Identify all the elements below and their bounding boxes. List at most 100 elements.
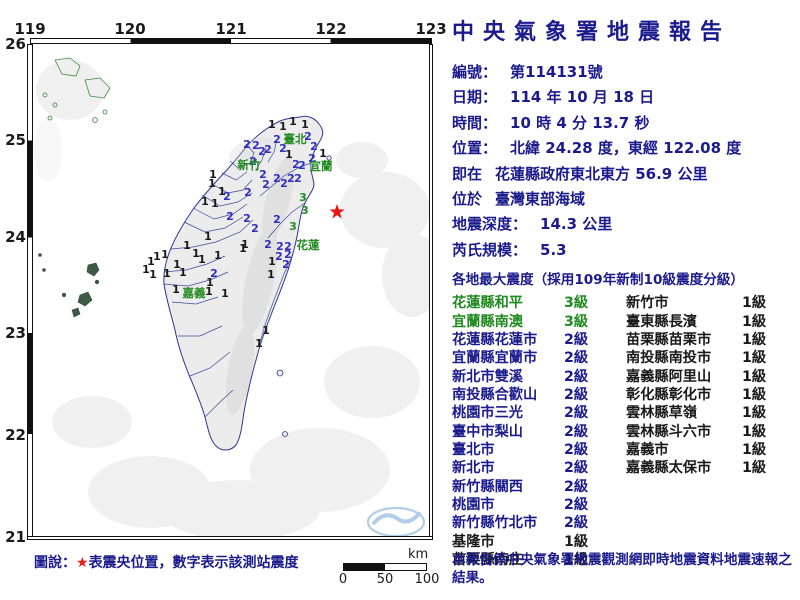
info-label: 即在 (452, 164, 483, 183)
info-line: 位於 臺灣東部海域 (452, 187, 800, 212)
epicenter-star-icon: ★ (76, 555, 89, 571)
scale-labels: 0 50 100 (339, 572, 440, 588)
station-intensity-left: 2級 (564, 442, 589, 458)
map-frame-right (429, 44, 433, 538)
station-name-left: 桃園市三光 (452, 405, 523, 422)
map-intensity-number: 1 (192, 247, 200, 260)
station-name-right (626, 478, 742, 496)
map-intensity-number: 1 (206, 276, 214, 289)
info-label: 位置： (452, 139, 498, 158)
lon-tick-120: 120 (114, 20, 146, 38)
station-name-left: 新竹縣關西 (452, 478, 523, 495)
info-label: 地震深度： (452, 215, 528, 234)
epicenter-star-marker (329, 204, 345, 219)
station-intensity-left: 2級 (564, 460, 589, 477)
map-intensity-number: 3 (301, 204, 309, 217)
map-intensity-number: 2 (284, 240, 292, 253)
station-name-left: 基隆市 (452, 533, 495, 550)
info-line: 芮氏規模： 5.3 (452, 238, 800, 263)
map-intensity-number: 1 (209, 168, 217, 181)
map-intensity-number: 1 (268, 255, 276, 268)
station-intensity-left: 3級 (564, 313, 589, 330)
lon-tick-121: 121 (215, 20, 247, 38)
info-label: 時間： (452, 113, 498, 132)
lon-tick-122: 122 (315, 20, 347, 38)
map-intensity-number: 2 (280, 177, 288, 190)
station-name-right: 嘉義縣阿里山 (626, 368, 712, 385)
info-value: 第114131號 (510, 63, 603, 81)
station-intensity-right (742, 478, 800, 496)
map-intensity-number: 2 (298, 159, 306, 172)
map-intensity-number: 1 (262, 324, 270, 337)
station-name-right: 新竹市 (626, 295, 669, 312)
map-intensity-number: 2 (304, 130, 312, 143)
map-intensity-number: 2 (251, 222, 259, 235)
station-intensity-left: 1級 (564, 552, 589, 569)
map-intensity-number: 1 (239, 242, 247, 255)
report-panel: 中央氣象署地震報告 編號： 第114131號 日期： 114 年 10 月 18 日時… (452, 0, 800, 600)
info-value: 10 時 4 分 13.7 秒 (510, 113, 650, 132)
station-name-right: 雲林縣斗六市 (626, 423, 712, 440)
map-intensity-number: 1 (289, 115, 297, 128)
map-intensity-number: 1 (183, 239, 191, 252)
info-line: 編號： 第114131號 (452, 60, 800, 85)
lat-tick-22: 22 (5, 426, 26, 444)
report-title: 中央氣象署地震報告 (452, 20, 732, 45)
info-value: 臺灣東部海域 (495, 190, 586, 209)
intensity-table: 花蓮縣和平 3級 新竹市 1級 宜蘭縣南澳 3級 臺東縣長濱 1級 花蓮縣花蓮市 2級 苗栗縣苗栗市… (452, 294, 800, 569)
map-frame-top (30, 38, 432, 44)
map-frame-bottom (27, 536, 433, 540)
map-intensity-number: 2 (262, 178, 270, 191)
legend-prefix: 圖說： (34, 555, 76, 571)
map-intensity-number: 1 (211, 197, 219, 210)
map-intensity-number: 1 (267, 268, 275, 281)
turtle-island (326, 155, 332, 161)
info-label: 芮氏規模： (452, 240, 528, 259)
station-intensity-left: 2級 (564, 331, 589, 348)
china-coast-islands (42, 57, 111, 123)
station-intensity-right: 1級 (742, 442, 767, 458)
station-name-right (626, 514, 742, 532)
station-name-left: 苗栗縣南庄 (452, 552, 523, 569)
map-intensity-number: 1 (173, 258, 181, 271)
map-intensity-number: 1 (285, 148, 293, 161)
info-label: 日期： (452, 88, 498, 107)
map-intensity-number: 2 (258, 145, 266, 158)
station-intensity-right: 1級 (742, 331, 767, 348)
map-intensity-number: 2 (273, 172, 281, 185)
map-intensity-number: 1 (163, 267, 171, 280)
map-place-label: 嘉義 (182, 286, 206, 300)
station-intensity-right: 1級 (742, 295, 767, 312)
map-legend: 圖說：★表震央位置，數字表示該測站震度 (34, 552, 364, 572)
station-intensity-right: 1級 (742, 368, 767, 385)
legend-text: 表震央位置，數字表示該測站震度 (88, 555, 299, 571)
map-intensity-number: 2 (259, 168, 267, 181)
info-value: 14.3 公里 (540, 215, 613, 234)
station-intensity-right: 1級 (742, 313, 767, 330)
map-intensity-number: 2 (243, 212, 251, 225)
map-intensity-number: 2 (308, 152, 316, 165)
map-intensity-number: 2 (275, 250, 283, 263)
station-intensity-right (742, 533, 800, 551)
map-intensity-number: 1 (319, 147, 327, 160)
map-panel: 119 120 121 122 123 26 25 24 23 22 21 (5, 20, 447, 588)
info-value: 花蓮縣政府東北東方 56.9 公里 (495, 164, 708, 183)
map-place-label: 臺北 (284, 132, 307, 146)
info-line: 位置： 北緯 24.28 度，東經 122.08 度 (452, 136, 800, 161)
lon-tick-119: 119 (14, 20, 46, 38)
station-name-right: 南投縣南投市 (626, 350, 712, 367)
map-intensity-number: 2 (252, 139, 260, 152)
info-value: 北緯 24.28 度，東經 122.08 度 (510, 139, 742, 158)
station-intensity-left: 2級 (564, 423, 589, 440)
map-intensity-number: 1 (149, 268, 157, 281)
map-intensity-number: 2 (243, 138, 251, 151)
cwa-logo-watermark (366, 506, 426, 536)
lat-tick-21: 21 (5, 528, 26, 546)
map-intensity-number: 1 (221, 287, 229, 300)
info-value: 5.3 (540, 240, 567, 259)
map-intensity-number: 3 (289, 220, 297, 233)
info-line: 地震深度： 14.3 公里 (452, 212, 800, 237)
map-intensity-number: 2 (276, 240, 284, 253)
map-intensity-number: 1 (179, 266, 187, 279)
